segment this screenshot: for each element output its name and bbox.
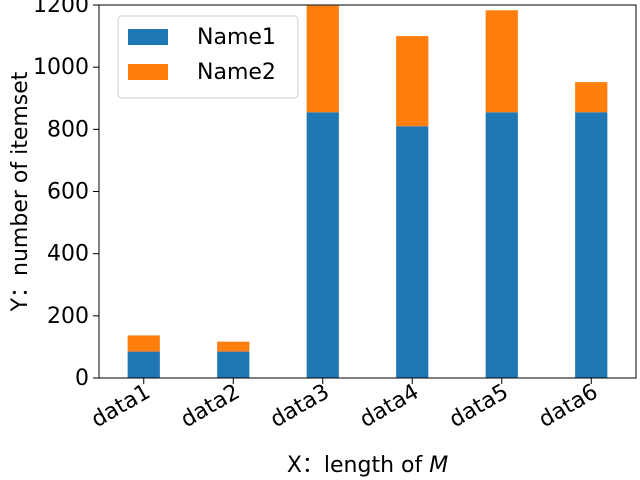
y-tick-label: 200 — [47, 304, 89, 329]
bar-name1-data1 — [127, 351, 160, 378]
y-tick-label: 400 — [47, 242, 89, 267]
x-tick-label-data3: data3 — [266, 380, 334, 433]
legend-swatch-name1 — [128, 29, 168, 45]
y-tick-label: 0 — [75, 366, 89, 391]
bar-name2-data1 — [127, 335, 160, 352]
x-tick-label-data4: data4 — [356, 380, 424, 433]
bar-name2-data5 — [485, 10, 518, 113]
y-tick-label: 1000 — [33, 55, 89, 80]
y-axis-ticks: 0 200 400 600 800 1000 1200 — [33, 0, 99, 391]
bar-name2-data4 — [396, 36, 429, 127]
bar-name1-data3 — [306, 112, 339, 379]
legend-label-name1: Name1 — [197, 25, 276, 50]
legend-swatch-name2 — [128, 64, 168, 80]
x-axis-label: X：length of M — [287, 453, 448, 478]
y-tick-label: 600 — [47, 180, 89, 205]
bar-name2-data3 — [306, 5, 339, 113]
x-axis-ticks: data1 data2 data3 data4 data5 data6 — [87, 378, 602, 433]
bar-name2-data2 — [217, 341, 250, 352]
y-tick-label: 800 — [47, 117, 89, 142]
y-axis-label: Y：number of itemset — [8, 71, 33, 312]
bar-name1-data6 — [575, 112, 608, 379]
bar-name1-data5 — [485, 112, 518, 379]
legend-label-name2: Name2 — [197, 60, 276, 85]
bar-name1-data2 — [217, 351, 250, 378]
bar-name1-data4 — [396, 126, 429, 378]
bars-group — [127, 5, 608, 379]
x-tick-label-data1: data1 — [87, 380, 155, 433]
bar-name2-data6 — [575, 82, 608, 113]
x-tick-label-data6: data6 — [535, 380, 603, 433]
x-tick-label-data2: data2 — [177, 380, 245, 433]
legend: Name1 Name2 — [117, 15, 299, 99]
y-tick-label: 1200 — [33, 0, 89, 18]
x-tick-label-data5: data5 — [445, 380, 513, 433]
